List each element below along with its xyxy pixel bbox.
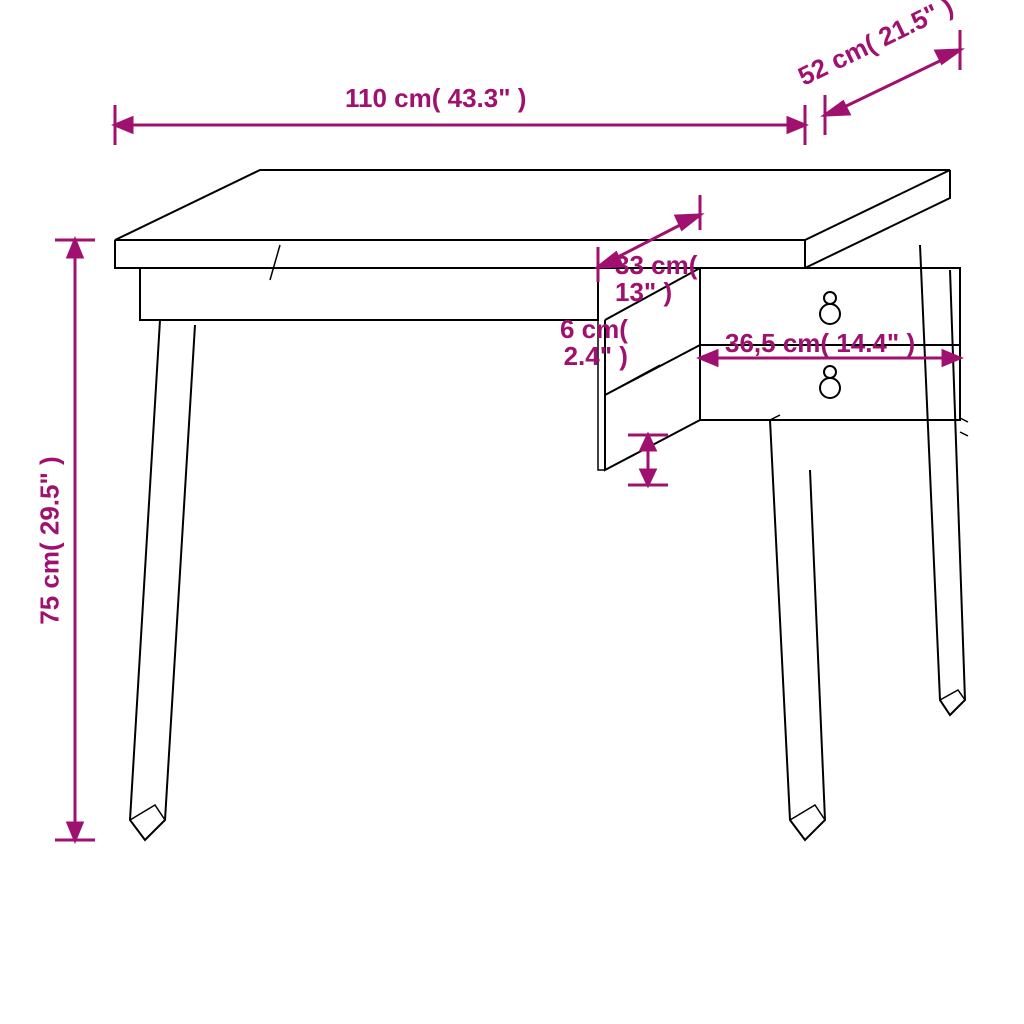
dim-width-label: 110 cm( 43.3" )	[345, 83, 526, 114]
desk-outline	[115, 170, 968, 840]
dim-drawer-height-label-fix: 6 cm(2.4" )	[560, 316, 628, 371]
desk-dimension-diagram	[0, 0, 1024, 1024]
dim-drawer-depth-label-fix: 33 cm(13" )	[615, 252, 697, 307]
dim-height-label: 75 cm( 29.5" )	[35, 441, 66, 641]
dimension-lines	[55, 30, 960, 840]
dim-drawer-width-label: 36,5 cm( 14.4" )	[725, 328, 915, 359]
